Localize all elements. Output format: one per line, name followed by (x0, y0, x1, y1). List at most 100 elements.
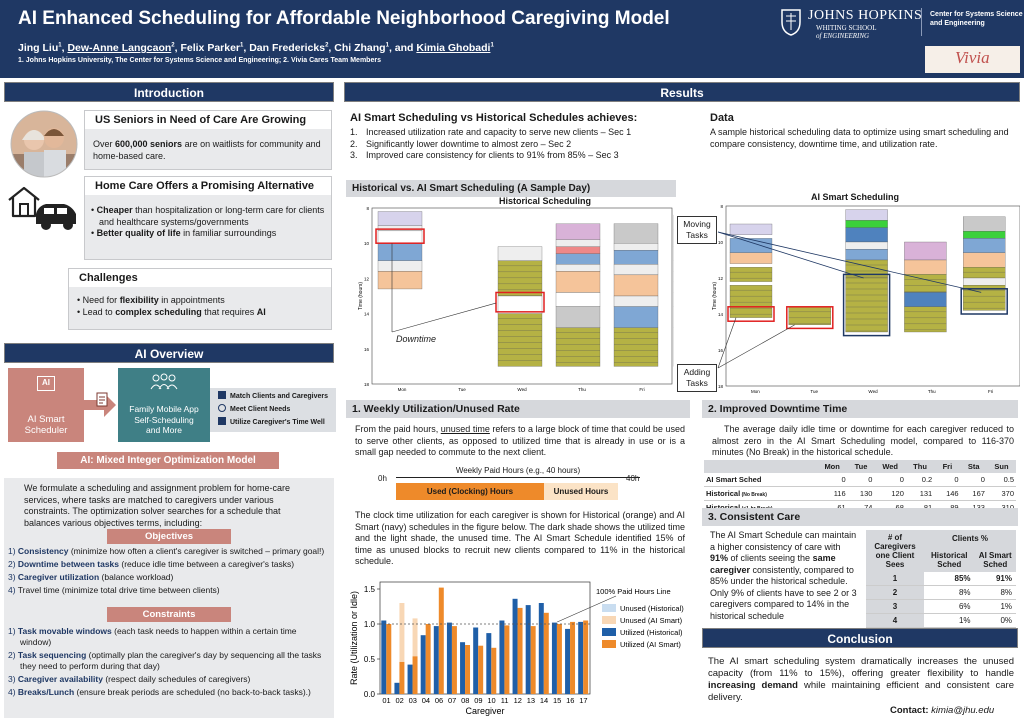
downtime-highlight (495, 291, 545, 313)
author-affiliation-mark: 1 (240, 42, 244, 49)
schedule-day-tick: Mon (398, 387, 407, 392)
contact-email[interactable]: kimia@jhu.edu (931, 705, 995, 716)
family-app-label: Family Mobile App Self-Scheduling and More (129, 404, 199, 435)
table-cell: 0% (1000, 616, 1012, 625)
intro-block-homecare: Home Care Offers a Promising Alternative… (84, 176, 332, 260)
table-cell: 0.2 (921, 475, 933, 484)
ai-chip-icon: AI (37, 376, 55, 391)
schedule-task-block (729, 223, 773, 235)
schedule-task-block (377, 243, 423, 261)
table-row: 1 85% 91% (866, 572, 1016, 586)
table-row: 3 6% 1% (866, 599, 1016, 614)
schedule-task-block (963, 216, 1006, 232)
family-app-box: Family Mobile App Self-Scheduling and More (118, 368, 210, 442)
downtime-label: Downtime (396, 334, 437, 344)
table-cell: 6% (958, 602, 971, 611)
schedule-task-block (613, 306, 659, 328)
schedule-task-block (904, 259, 947, 275)
chart-annotation: 100% Paid Hours Line (596, 587, 671, 596)
table-cell: 8% (1000, 588, 1012, 597)
table-cell: 167 (972, 489, 985, 498)
table-cell: 1% (958, 616, 971, 625)
poster-header: AI Enhanced Scheduling for Affordable Ne… (0, 0, 1024, 78)
schedule-task-block (904, 306, 947, 333)
schedule-task-block (555, 271, 601, 293)
table-cell: 0 (868, 475, 873, 484)
bar-utilized-historical (460, 642, 466, 694)
table-cell: 85% (954, 574, 971, 583)
bar-utilized-historical (486, 633, 492, 694)
x-tick-label: 12 (514, 696, 522, 705)
logo-divider (921, 8, 922, 36)
list-item: Utilize Caregiver's Time Well (218, 416, 328, 429)
sec3-text: The AI Smart Schedule can maintain a hig… (710, 530, 857, 621)
author-affiliation-mark: 1 (385, 42, 389, 49)
vivia-logo: Vivia (925, 46, 1020, 73)
schedule-task-block (845, 209, 888, 221)
table-header-cell: Tue (854, 462, 868, 471)
y-axis-label: Rate (Utilization or Idle) (349, 591, 359, 685)
list-item: • Cheaper than hospitalization or long-t… (91, 205, 325, 227)
weekly-hours-label: Weekly Paid Hours (e.g., 40 hours) (455, 466, 581, 475)
legend-swatch (602, 616, 616, 624)
bar-utilized-ai (451, 626, 457, 694)
schedule-task-block (555, 292, 601, 307)
schedule-task-block (377, 225, 423, 232)
jhu-subtitle: WHITING SCHOOL of ENGINEERING (816, 24, 877, 40)
schedule-task-block (555, 239, 601, 247)
schedule-hour-tick: 12 (364, 276, 370, 281)
added-task-highlight (727, 306, 775, 322)
schedule-day-tick: Tue (810, 389, 818, 394)
clock-icon (218, 417, 226, 425)
table-row: 4 1% 0% (866, 613, 1016, 628)
schedule-hour-tick: 16 (718, 348, 724, 353)
schedule-hour-tick: 14 (718, 312, 724, 317)
achieves-block: AI Smart Scheduling vs Historical Schedu… (350, 112, 690, 162)
bar-utilized-historical (394, 682, 400, 694)
model-panel: We formulate a scheduling and assignment… (4, 478, 334, 718)
schedule-task-block (788, 306, 831, 325)
bar-utilized-historical (381, 620, 387, 694)
table-header-cell: Fri (942, 462, 953, 471)
schedule-day-tick: Fri (639, 387, 644, 392)
table-header-cell: Sta (967, 462, 980, 471)
author-name: Jing Liu (18, 42, 59, 54)
bar-utilized-historical (499, 620, 505, 694)
list-item: 3. Improved care consistency for clients … (350, 150, 619, 160)
schedule-task-block (963, 277, 1006, 286)
table-cell: 133 (961, 501, 987, 515)
clipboard-icon (96, 392, 108, 407)
schedule-hour-tick: 8 (366, 206, 369, 211)
list-item: 4) Breaks/Lunch (ensure break periods ar… (8, 687, 311, 697)
sec1-title: 1. Weekly Utilization/Unused Rate (346, 400, 690, 418)
model-title: AI: Mixed Integer Optimization Model (57, 452, 279, 469)
weekly-start-label: 0h (378, 474, 387, 483)
model-text: We formulate a scheduling and assignment… (24, 483, 290, 528)
table-cell: 8% (958, 588, 971, 597)
bar-utilized-ai (386, 624, 392, 694)
schedule-y-label: Time (hours) (712, 282, 718, 310)
table-row: 2 8% 8% (866, 585, 1016, 600)
schedule-hour-tick: 18 (364, 382, 370, 387)
schedule-task-block (613, 250, 659, 265)
schedule-task-block (845, 277, 888, 333)
table-cell: 130 (859, 489, 873, 498)
bar-utilized-ai (517, 607, 523, 694)
schedule-y-label: Time (hours) (358, 282, 364, 310)
bar-utilized-ai (399, 661, 405, 694)
jhu-shield-icon (781, 9, 801, 36)
sec2-title: 2. Improved Downtime Time (702, 400, 1018, 418)
schedule-task-block (497, 313, 543, 367)
bar-unused-ai (412, 618, 418, 657)
author-affiliation-mark: 2 (171, 42, 175, 49)
match-icon (218, 391, 226, 399)
sec1-text1: From the paid hours, unused time refers … (355, 424, 686, 457)
schedule-hour-tick: 10 (718, 240, 724, 245)
schedule-task-block (729, 285, 773, 318)
author-affiliation-mark: 1 (58, 42, 62, 49)
x-tick-label: 03 (409, 696, 417, 705)
table-row: Historical (No Break) 116 130 120 131 146 167 3… (704, 487, 1016, 501)
schedule-task-block (729, 267, 773, 282)
schedule-task-block (613, 243, 659, 251)
list-item: 1) Task movable windows (each task needs… (8, 626, 297, 647)
